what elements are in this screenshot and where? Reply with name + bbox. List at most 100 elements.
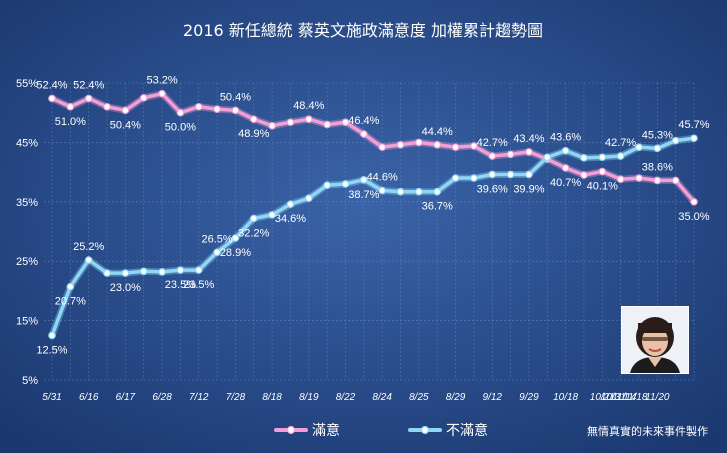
y-tick-label: 25% xyxy=(16,256,38,268)
x-tick-label: 8/19 xyxy=(299,392,319,403)
x-tick-label: 8/25 xyxy=(409,392,429,403)
y-tick-label: 15% xyxy=(16,316,38,328)
data-point-滿意 xyxy=(304,115,313,124)
data-point-滿意 xyxy=(635,174,643,182)
data-point-滿意 xyxy=(690,198,698,206)
data-label: 39.6% xyxy=(477,183,508,195)
data-point-不滿意 xyxy=(139,267,148,276)
data-point-滿意 xyxy=(378,143,386,151)
x-tick-label: 8/24 xyxy=(372,392,392,403)
data-point-不滿意 xyxy=(286,200,295,208)
data-point-滿意 xyxy=(66,102,75,111)
data-point-滿意 xyxy=(139,94,148,102)
data-point-不滿意 xyxy=(415,187,423,196)
data-point-不滿意 xyxy=(506,170,515,179)
y-tick-label: 45% xyxy=(16,137,38,149)
x-tick-label: 8/22 xyxy=(336,392,356,403)
data-label: 42.7% xyxy=(477,137,508,149)
data-point-滿意 xyxy=(249,115,258,124)
data-point-不滿意 xyxy=(561,146,570,155)
data-label: 35.0% xyxy=(678,211,709,223)
data-point-不滿意 xyxy=(360,176,368,184)
x-tick-label: 6/16 xyxy=(79,392,99,403)
portrait-image xyxy=(622,307,688,373)
x-tick-label: 5/31 xyxy=(42,392,61,403)
data-point-不滿意 xyxy=(378,186,386,195)
legend-label-滿意: 滿意 xyxy=(312,422,340,439)
data-point-不滿意 xyxy=(231,234,240,242)
x-tick-label: 10/18 xyxy=(553,392,578,403)
x-tick-label: 11/14 xyxy=(612,392,637,403)
data-point-滿意 xyxy=(470,142,478,150)
data-point-不滿意 xyxy=(580,154,588,162)
data-label: 26.5% xyxy=(201,233,232,245)
legend-label-不滿意: 不滿意 xyxy=(446,422,488,439)
chart-title: 2016 新任總統 蔡英文施政滿意度 加權累計趨勢圖 xyxy=(183,21,543,40)
data-point-不滿意 xyxy=(323,181,331,189)
data-point-不滿意 xyxy=(213,248,221,257)
data-label: 23.0% xyxy=(110,282,141,294)
data-point-不滿意 xyxy=(525,170,533,179)
data-point-滿意 xyxy=(525,148,533,156)
data-label: 48.4% xyxy=(293,100,324,112)
x-tick-label: 9/12 xyxy=(482,392,502,403)
data-point-不滿意 xyxy=(671,136,680,145)
y-tick-label: 35% xyxy=(16,197,38,209)
data-label: 52.4% xyxy=(73,79,104,91)
data-point-滿意 xyxy=(341,118,350,127)
data-point-不滿意 xyxy=(84,256,93,264)
data-point-不滿意 xyxy=(121,269,130,277)
data-point-不滿意 xyxy=(48,331,56,340)
data-point-不滿意 xyxy=(653,144,662,153)
data-label: 46.4% xyxy=(348,115,379,127)
data-label: 23.5% xyxy=(165,279,196,291)
data-point-滿意 xyxy=(158,89,166,98)
portrait-photo xyxy=(621,306,689,374)
data-point-不滿意 xyxy=(616,152,625,160)
data-label: 20.7% xyxy=(55,296,86,308)
data-point-滿意 xyxy=(415,138,423,147)
data-label: 28.9% xyxy=(220,247,251,259)
data-point-滿意 xyxy=(176,108,185,117)
data-label: 32.2% xyxy=(238,227,269,239)
data-point-不滿意 xyxy=(103,269,111,277)
data-label: 12.5% xyxy=(36,344,67,356)
data-point-滿意 xyxy=(103,102,111,111)
data-label: 42.7% xyxy=(605,137,636,149)
data-point-滿意 xyxy=(598,167,607,176)
x-tick-label: 7/12 xyxy=(189,392,209,403)
data-point-不滿意 xyxy=(690,134,698,143)
data-point-不滿意 xyxy=(433,187,442,196)
x-tick-label: 6/28 xyxy=(152,392,172,403)
series-layer xyxy=(48,89,698,340)
data-point-滿意 xyxy=(580,171,588,179)
data-point-滿意 xyxy=(616,175,625,184)
data-point-滿意 xyxy=(286,118,295,127)
data-point-不滿意 xyxy=(304,194,313,203)
data-point-滿意 xyxy=(561,164,570,172)
data-label: 40.1% xyxy=(587,181,618,193)
data-point-不滿意 xyxy=(488,170,497,179)
data-point-不滿意 xyxy=(66,282,75,291)
data-label: 50.4% xyxy=(220,91,251,103)
data-point-不滿意 xyxy=(396,187,405,196)
data-label: 43.4% xyxy=(513,133,544,145)
data-point-滿意 xyxy=(121,106,130,115)
data-point-滿意 xyxy=(323,120,331,129)
data-point-不滿意 xyxy=(451,174,460,182)
data-point-不滿意 xyxy=(341,180,350,188)
data-label: 38.7% xyxy=(348,189,379,201)
x-tick-label: 8/18 xyxy=(262,392,282,403)
data-label: 45.3% xyxy=(642,129,673,141)
data-labels: 52.4% 51.0% 52.4% 50.4% 53.2% 50.0% 50.4% 48.9%… xyxy=(36,75,709,357)
data-point-不滿意 xyxy=(194,266,203,274)
data-point-不滿意 xyxy=(249,214,258,223)
data-label: 45.7% xyxy=(678,119,709,131)
data-point-滿意 xyxy=(268,121,276,130)
data-label: 44.6% xyxy=(367,172,398,184)
data-label: 34.6% xyxy=(275,213,306,225)
data-point-滿意 xyxy=(360,130,368,138)
data-point-滿意 xyxy=(213,105,221,113)
